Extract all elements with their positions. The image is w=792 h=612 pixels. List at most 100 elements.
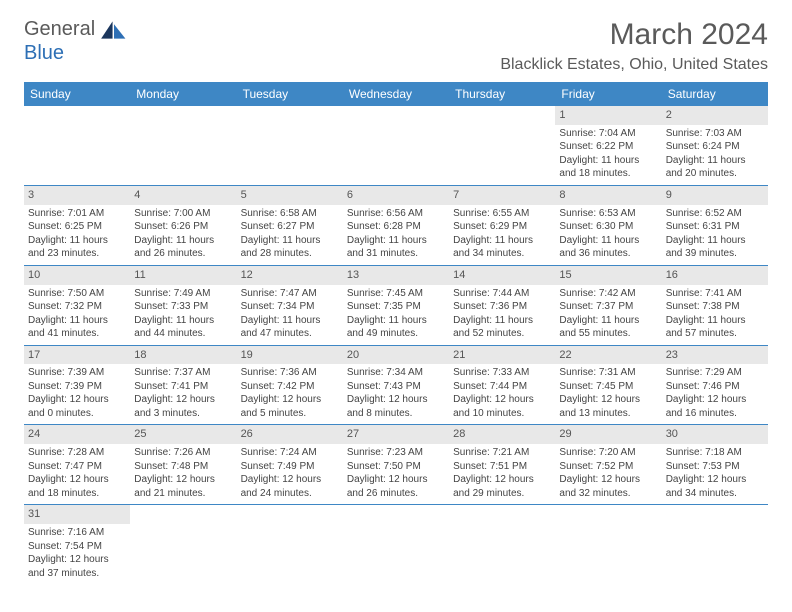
calendar-empty-cell bbox=[343, 106, 449, 185]
calendar-day-cell: 11 Sunrise: 7:49 AMSunset: 7:33 PMDayligh… bbox=[130, 265, 236, 345]
sunrise-text: Sunrise: 7:21 AM bbox=[453, 446, 551, 460]
calendar-day-cell: 2Sunrise: 7:03 AMSunset: 6:24 PMDaylight… bbox=[662, 106, 768, 185]
day-number: 10 bbox=[24, 266, 130, 285]
weekday-header: Sunday bbox=[24, 82, 130, 106]
sunrise-text: Sunrise: 7:45 AM bbox=[347, 287, 445, 301]
sunrise-text: Sunrise: 7:36 AM bbox=[241, 366, 339, 380]
calendar-day-cell: 19Sunrise: 7:36 AMSunset: 7:42 PMDayligh… bbox=[237, 345, 343, 425]
calendar-day-cell: 7Sunrise: 6:55 AMSunset: 6:29 PMDaylight… bbox=[449, 185, 555, 265]
day-number: 9 bbox=[662, 186, 768, 205]
calendar-day-cell: 30Sunrise: 7:18 AMSunset: 7:53 PMDayligh… bbox=[662, 425, 768, 505]
weekday-header: Tuesday bbox=[237, 82, 343, 106]
sunset-text: Sunset: 6:29 PM bbox=[453, 220, 551, 234]
day-number: 6 bbox=[343, 186, 449, 205]
day-number: 31 bbox=[24, 505, 130, 524]
sunset-text: Sunset: 6:30 PM bbox=[559, 220, 657, 234]
sunset-text: Sunset: 7:54 PM bbox=[28, 540, 126, 554]
calendar-day-cell: 21Sunrise: 7:33 AMSunset: 7:44 PMDayligh… bbox=[449, 345, 555, 425]
sunset-text: Sunset: 6:27 PM bbox=[241, 220, 339, 234]
calendar-empty-cell bbox=[449, 505, 555, 584]
calendar-day-cell: 24Sunrise: 7:28 AMSunset: 7:47 PMDayligh… bbox=[24, 425, 130, 505]
day-number: 13 bbox=[343, 266, 449, 285]
sunrise-text: Sunrise: 7:16 AM bbox=[28, 526, 126, 540]
sunrise-text: Sunrise: 7:24 AM bbox=[241, 446, 339, 460]
day-number: 21 bbox=[449, 346, 555, 365]
calendar-empty-cell bbox=[130, 505, 236, 584]
page-title: March 2024 bbox=[500, 18, 768, 52]
calendar-day-cell: 6Sunrise: 6:56 AMSunset: 6:28 PMDaylight… bbox=[343, 185, 449, 265]
sunset-text: Sunset: 7:42 PM bbox=[241, 380, 339, 394]
sunrise-text: Sunrise: 7:31 AM bbox=[559, 366, 657, 380]
sunrise-text: Sunrise: 6:58 AM bbox=[241, 207, 339, 221]
calendar-day-cell: 20Sunrise: 7:34 AMSunset: 7:43 PMDayligh… bbox=[343, 345, 449, 425]
header: General March 2024 Blacklick Estates, Oh… bbox=[24, 18, 768, 74]
sunset-text: Sunset: 7:33 PM bbox=[134, 300, 232, 314]
daylight-text: Daylight: 12 hours and 24 minutes. bbox=[241, 473, 339, 500]
calendar-empty-cell bbox=[555, 505, 661, 584]
calendar-day-cell: 23Sunrise: 7:29 AMSunset: 7:46 PMDayligh… bbox=[662, 345, 768, 425]
day-number: 16 bbox=[662, 266, 768, 285]
sunset-text: Sunset: 7:37 PM bbox=[559, 300, 657, 314]
sunrise-text: Sunrise: 7:44 AM bbox=[453, 287, 551, 301]
day-number: 30 bbox=[662, 425, 768, 444]
day-number: 12 bbox=[237, 266, 343, 285]
calendar-day-cell: 16Sunrise: 7:41 AMSunset: 7:38 PMDayligh… bbox=[662, 265, 768, 345]
daylight-text: Daylight: 12 hours and 16 minutes. bbox=[666, 393, 764, 420]
sunrise-text: Sunrise: 7:42 AM bbox=[559, 287, 657, 301]
sunrise-text: Sunrise: 6:56 AM bbox=[347, 207, 445, 221]
calendar-day-cell: 4Sunrise: 7:00 AMSunset: 6:26 PMDaylight… bbox=[130, 185, 236, 265]
sunset-text: Sunset: 7:41 PM bbox=[134, 380, 232, 394]
daylight-text: Daylight: 11 hours and 44 minutes. bbox=[134, 314, 232, 341]
daylight-text: Daylight: 11 hours and 28 minutes. bbox=[241, 234, 339, 261]
calendar-day-cell: 22Sunrise: 7:31 AMSunset: 7:45 PMDayligh… bbox=[555, 345, 661, 425]
day-number: 17 bbox=[24, 346, 130, 365]
sail-icon bbox=[99, 20, 129, 40]
daylight-text: Daylight: 11 hours and 20 minutes. bbox=[666, 154, 764, 181]
sunrise-text: Sunrise: 7:03 AM bbox=[666, 127, 764, 141]
sunset-text: Sunset: 7:43 PM bbox=[347, 380, 445, 394]
calendar-day-cell: 14Sunrise: 7:44 AMSunset: 7:36 PMDayligh… bbox=[449, 265, 555, 345]
brand-name-1: General bbox=[24, 18, 95, 41]
daylight-text: Daylight: 11 hours and 41 minutes. bbox=[28, 314, 126, 341]
day-number: 27 bbox=[343, 425, 449, 444]
daylight-text: Daylight: 12 hours and 26 minutes. bbox=[347, 473, 445, 500]
daylight-text: Daylight: 12 hours and 29 minutes. bbox=[453, 473, 551, 500]
sunset-text: Sunset: 7:45 PM bbox=[559, 380, 657, 394]
sunrise-text: Sunrise: 6:55 AM bbox=[453, 207, 551, 221]
day-number: 5 bbox=[237, 186, 343, 205]
sunset-text: Sunset: 6:22 PM bbox=[559, 140, 657, 154]
location: Blacklick Estates, Ohio, United States bbox=[500, 56, 768, 74]
title-block: March 2024 Blacklick Estates, Ohio, Unit… bbox=[500, 18, 768, 74]
calendar-day-cell: 13Sunrise: 7:45 AMSunset: 7:35 PMDayligh… bbox=[343, 265, 449, 345]
sunset-text: Sunset: 7:47 PM bbox=[28, 460, 126, 474]
daylight-text: Daylight: 11 hours and 49 minutes. bbox=[347, 314, 445, 341]
sunset-text: Sunset: 6:25 PM bbox=[28, 220, 126, 234]
sunrise-text: Sunrise: 7:04 AM bbox=[559, 127, 657, 141]
daylight-text: Daylight: 12 hours and 13 minutes. bbox=[559, 393, 657, 420]
day-number: 25 bbox=[130, 425, 236, 444]
calendar-empty-cell bbox=[662, 505, 768, 584]
day-number: 23 bbox=[662, 346, 768, 365]
sunrise-text: Sunrise: 6:52 AM bbox=[666, 207, 764, 221]
day-number: 1 bbox=[555, 106, 661, 125]
calendar-day-cell: 31Sunrise: 7:16 AMSunset: 7:54 PMDayligh… bbox=[24, 505, 130, 584]
sunset-text: Sunset: 7:48 PM bbox=[134, 460, 232, 474]
daylight-text: Daylight: 12 hours and 18 minutes. bbox=[28, 473, 126, 500]
day-number: 18 bbox=[130, 346, 236, 365]
calendar-table: SundayMondayTuesdayWednesdayThursdayFrid… bbox=[24, 82, 768, 584]
day-number: 7 bbox=[449, 186, 555, 205]
day-number: 3 bbox=[24, 186, 130, 205]
calendar-week-row: 1 Sunrise: 7:04 AMSunset: 6:22 PM Daylight… bbox=[24, 106, 768, 185]
sunset-text: Sunset: 6:28 PM bbox=[347, 220, 445, 234]
daylight-text: Daylight: 11 hours and 52 minutes. bbox=[453, 314, 551, 341]
calendar-empty-cell bbox=[130, 106, 236, 185]
day-number: 15 bbox=[555, 266, 661, 285]
calendar-empty-cell bbox=[237, 106, 343, 185]
calendar-week-row: 31Sunrise: 7:16 AMSunset: 7:54 PMDayligh… bbox=[24, 505, 768, 584]
day-number: 11 bbox=[130, 266, 236, 285]
sunrise-text: Sunrise: 7:00 AM bbox=[134, 207, 232, 221]
sunrise-text: Sunrise: 7:01 AM bbox=[28, 207, 126, 221]
calendar-week-row: 24Sunrise: 7:28 AMSunset: 7:47 PMDayligh… bbox=[24, 425, 768, 505]
brand-name-2: Blue bbox=[24, 42, 64, 65]
sunrise-text: Sunrise: 7:49 AM bbox=[134, 287, 232, 301]
